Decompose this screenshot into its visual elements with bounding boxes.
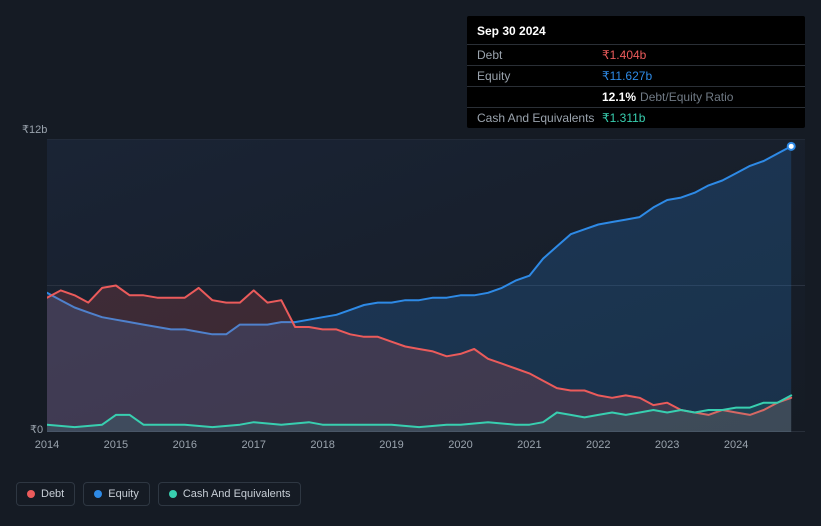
tooltip-row-label: Equity (477, 69, 602, 83)
tooltip-row: Debt₹1.404b (467, 44, 805, 65)
x-tick: 2015 (104, 439, 128, 451)
x-tick: 2023 (655, 439, 679, 451)
x-tick: 2019 (379, 439, 403, 451)
tooltip-row-value: ₹1.404b (602, 48, 646, 62)
legend-swatch (94, 490, 102, 498)
tooltip-row-value: ₹11.627b (602, 69, 652, 83)
plot-area[interactable] (47, 139, 805, 432)
tooltip-row-label: Cash And Equivalents (477, 111, 602, 125)
legend-label: Debt (41, 488, 64, 500)
x-tick: 2017 (241, 439, 265, 451)
y-axis-label-top: ₹12b (22, 123, 47, 136)
debt-equity-chart: ₹12b ₹0 2014 2015 2016 2017 2018 2019 2020 2021… (16, 125, 805, 465)
legend-item-cash-and-equivalents[interactable]: Cash And Equivalents (158, 482, 302, 506)
x-tick: 2024 (724, 439, 748, 451)
x-tick: 2016 (173, 439, 197, 451)
x-tick: 2018 (310, 439, 334, 451)
x-tick: 2020 (448, 439, 472, 451)
x-axis: 2014201520162017201820192020202120222023… (47, 439, 805, 459)
tooltip-row: Equity₹11.627b (467, 65, 805, 86)
x-tick: 2021 (517, 439, 541, 451)
tooltip-row-label: Debt (477, 48, 602, 62)
tooltip-row-label (477, 90, 602, 104)
x-tick: 2022 (586, 439, 610, 451)
chart-legend: Debt Equity Cash And Equivalents (16, 482, 301, 506)
chart-tooltip: Sep 30 2024 Debt₹1.404bEquity₹11.627b12.… (467, 16, 805, 128)
legend-swatch (27, 490, 35, 498)
y-axis-label-bottom: ₹0 (30, 423, 43, 436)
tooltip-date: Sep 30 2024 (467, 22, 805, 44)
x-tick: 2014 (35, 439, 59, 451)
legend-item-debt[interactable]: Debt (16, 482, 75, 506)
tooltip-row-value: 12.1%Debt/Equity Ratio (602, 90, 733, 104)
tooltip-row-value: ₹1.311b (602, 111, 645, 125)
legend-item-equity[interactable]: Equity (83, 482, 150, 506)
legend-label: Equity (108, 488, 139, 500)
legend-label: Cash And Equivalents (183, 488, 291, 500)
legend-swatch (169, 490, 177, 498)
tooltip-row: 12.1%Debt/Equity Ratio (467, 86, 805, 107)
